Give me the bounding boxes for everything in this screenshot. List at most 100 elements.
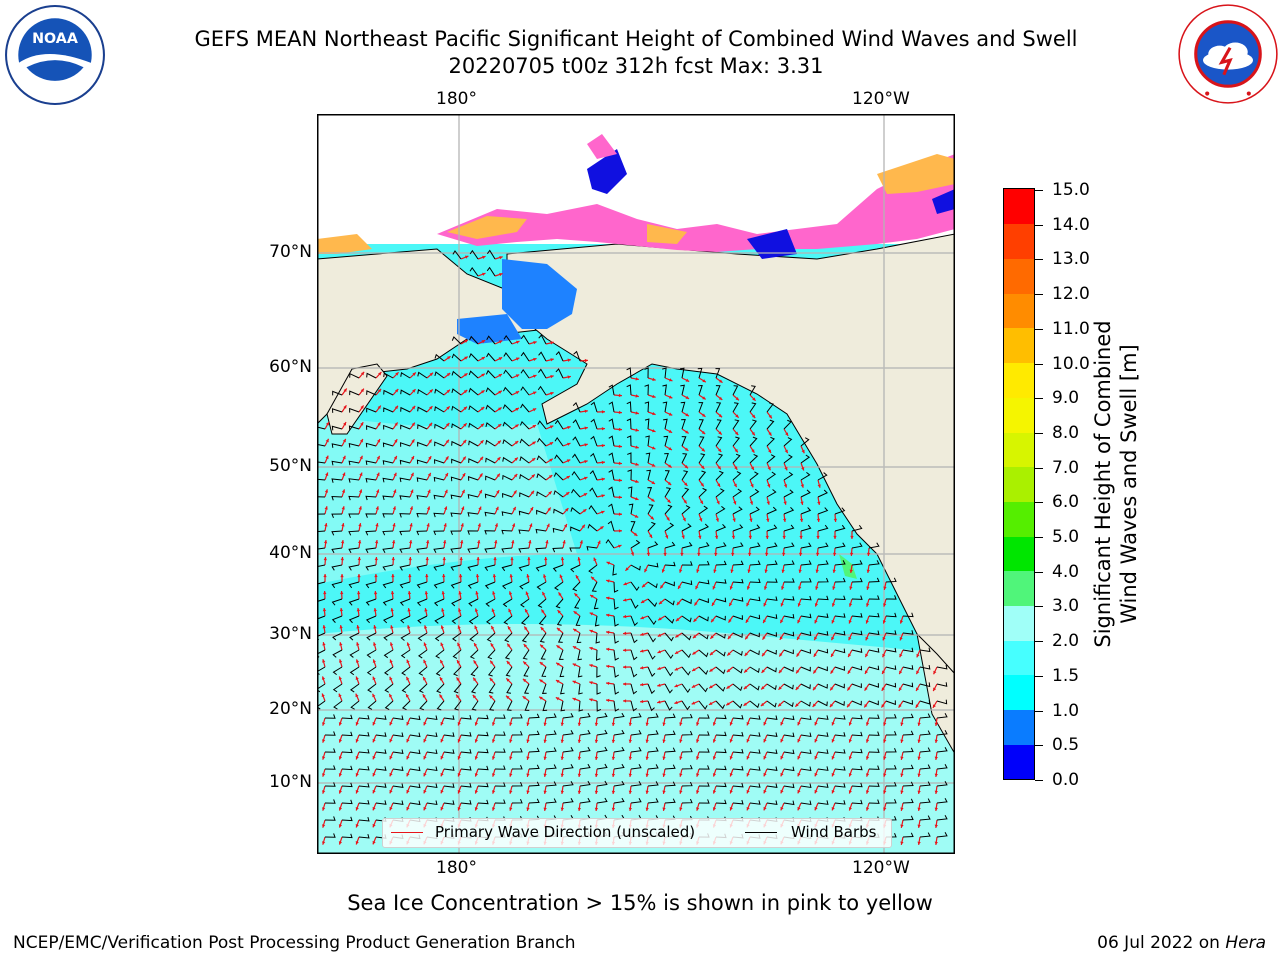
wind-barb bbox=[552, 527, 564, 533]
wind-barb bbox=[885, 748, 897, 753]
wave-arrow-head bbox=[528, 540, 532, 544]
wave-arrow-head bbox=[718, 431, 722, 435]
wind-barb bbox=[453, 666, 462, 677]
wave-arrow-head bbox=[360, 388, 364, 393]
wave-arrow-head bbox=[356, 608, 361, 612]
wave-arrow-head bbox=[882, 620, 886, 624]
wind-barb bbox=[349, 407, 360, 413]
wave-arrow-head bbox=[509, 773, 513, 777]
wind-barb bbox=[783, 715, 795, 721]
wind-barb bbox=[487, 649, 496, 660]
wave-arrow-head bbox=[589, 681, 593, 685]
wave-arrow-head bbox=[900, 790, 904, 794]
wave-arrow-head bbox=[685, 413, 689, 417]
wave-arrow-head bbox=[515, 357, 520, 361]
wave-arrow-head bbox=[395, 372, 399, 376]
wind-barb bbox=[885, 799, 897, 804]
wind-barb bbox=[545, 764, 557, 770]
wave-arrow-head bbox=[355, 824, 359, 828]
wave-arrow-head bbox=[734, 466, 738, 470]
wave-arrow-head bbox=[355, 739, 359, 743]
wind-barb bbox=[460, 749, 472, 754]
wave-arrow-head bbox=[340, 591, 344, 595]
wave-arrow-head bbox=[389, 772, 393, 777]
wind-barb bbox=[834, 542, 846, 549]
wave-arrow-head bbox=[322, 824, 326, 828]
wind-barb bbox=[749, 578, 761, 584]
wind-barb bbox=[541, 666, 547, 677]
wave-arrow-head bbox=[406, 772, 410, 777]
wave-arrow-head bbox=[474, 790, 478, 794]
wave-arrow-head bbox=[513, 490, 517, 494]
wind-barb bbox=[783, 596, 795, 601]
wind-barb bbox=[506, 700, 513, 711]
wave-arrow-head bbox=[324, 523, 328, 527]
wave-arrow-head bbox=[565, 508, 569, 512]
wave-arrow-head bbox=[813, 653, 817, 657]
wave-arrow-head bbox=[389, 789, 393, 794]
wave-arrow-head bbox=[797, 772, 801, 777]
wave-arrow-head bbox=[390, 625, 394, 629]
wind-barb bbox=[698, 560, 710, 566]
wave-arrow-head bbox=[645, 722, 649, 726]
wave-arrow-head bbox=[657, 650, 661, 654]
wind-barb bbox=[698, 470, 707, 481]
wave-arrow-head bbox=[464, 373, 468, 377]
wave-arrow-head bbox=[635, 462, 639, 466]
wave-arrow-head bbox=[700, 482, 704, 487]
wind-barb bbox=[647, 562, 659, 568]
wind-barb bbox=[715, 470, 724, 481]
wind-barb bbox=[451, 440, 462, 447]
wind-barb bbox=[553, 490, 564, 498]
wave-arrow-head bbox=[657, 633, 662, 637]
wave-arrow-head bbox=[900, 756, 904, 760]
wind-barb bbox=[800, 766, 812, 772]
wind-barb bbox=[885, 595, 897, 600]
wave-arrow-head bbox=[411, 422, 415, 427]
wave-arrow-head bbox=[533, 357, 537, 362]
wind-barb bbox=[902, 832, 914, 838]
wind-barb bbox=[607, 520, 615, 532]
wave-arrow-head bbox=[630, 552, 635, 556]
wind-barb bbox=[435, 649, 445, 659]
wave-arrow-head bbox=[606, 698, 610, 703]
wind-barb bbox=[559, 666, 565, 678]
wave-arrow-head bbox=[389, 721, 393, 726]
wave-arrow-head bbox=[446, 389, 450, 393]
wave-arrow-head bbox=[589, 612, 594, 616]
wave-arrow-head bbox=[461, 506, 465, 510]
wind-barb bbox=[589, 487, 598, 498]
wave-arrow-head bbox=[377, 439, 381, 443]
wind-barb bbox=[450, 581, 462, 589]
wave-arrow-head bbox=[495, 506, 499, 511]
wave-arrow-head bbox=[338, 807, 343, 811]
wave-arrow-head bbox=[543, 739, 547, 743]
wind-barb bbox=[399, 547, 411, 554]
wind-barb bbox=[902, 815, 914, 821]
wind-barb bbox=[348, 547, 360, 554]
wind-barb bbox=[749, 524, 761, 532]
date-value: 06 Jul 2022 on bbox=[1097, 933, 1220, 953]
colorbar-segment bbox=[1004, 397, 1034, 433]
wave-arrow-head bbox=[406, 755, 410, 760]
wind-barb bbox=[594, 615, 600, 627]
colorbar-tick-mark bbox=[1035, 190, 1043, 191]
wind-barb bbox=[715, 649, 726, 657]
wind-barb bbox=[511, 781, 523, 787]
wave-arrow-head bbox=[393, 472, 397, 477]
wave-arrow-head bbox=[426, 523, 430, 527]
wind-barb bbox=[503, 615, 513, 625]
wind-barb bbox=[834, 595, 846, 600]
wind-barb bbox=[460, 766, 472, 771]
wave-arrow-head bbox=[679, 773, 683, 777]
wave-arrow-head bbox=[933, 670, 937, 675]
wind-barb bbox=[494, 799, 506, 804]
wind-barb bbox=[834, 783, 846, 788]
wave-arrow-head bbox=[750, 466, 754, 471]
wind-barb bbox=[562, 781, 574, 787]
wave-arrow-head bbox=[410, 456, 414, 460]
wave-arrow-head bbox=[410, 489, 414, 494]
wave-arrow-head bbox=[426, 540, 430, 544]
wind-barb bbox=[715, 632, 726, 639]
colorbar-segment bbox=[1004, 431, 1034, 468]
